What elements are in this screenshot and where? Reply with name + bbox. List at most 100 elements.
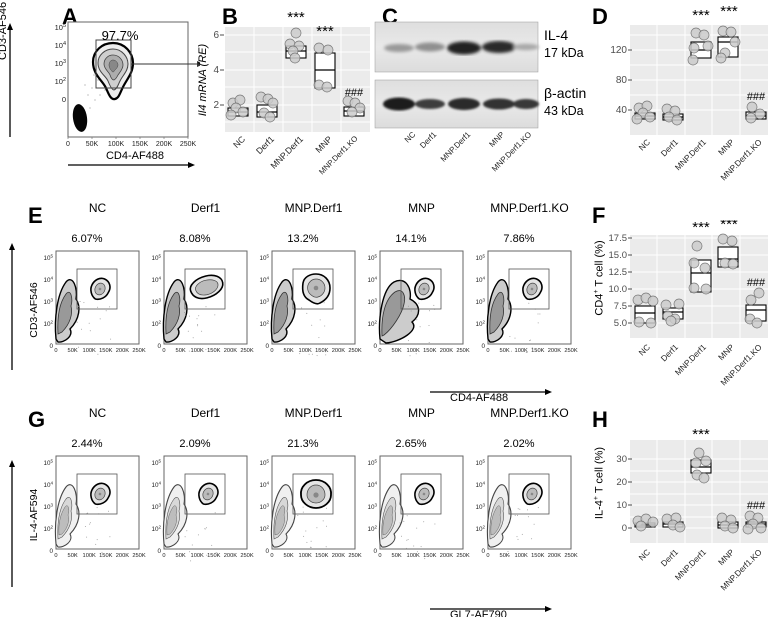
- svg-text:105: 105: [151, 254, 161, 263]
- svg-text:200K: 200K: [332, 553, 345, 559]
- svg-text:6: 6: [213, 30, 219, 41]
- svg-text:0: 0: [373, 343, 377, 350]
- svg-text:50K: 50K: [392, 553, 402, 559]
- svg-text:20: 20: [616, 477, 627, 488]
- svg-text:150K: 150K: [423, 348, 436, 354]
- svg-text:102: 102: [475, 525, 485, 534]
- svg-text:150K: 150K: [99, 553, 112, 559]
- svg-text:104: 104: [43, 481, 53, 490]
- svg-text:102: 102: [55, 77, 66, 86]
- svg-text:102: 102: [43, 525, 53, 534]
- svg-text:200K: 200K: [440, 553, 453, 559]
- svg-text:120: 120: [610, 45, 627, 56]
- svg-text:103: 103: [367, 298, 377, 307]
- svg-text:0: 0: [157, 343, 161, 350]
- svg-text:150K: 150K: [315, 553, 328, 559]
- svg-text:80: 80: [616, 75, 628, 86]
- svg-text:150K: 150K: [207, 348, 220, 354]
- svg-text:4: 4: [213, 65, 219, 76]
- svg-text:50K: 50K: [392, 348, 402, 354]
- svg-text:100K: 100K: [407, 553, 420, 559]
- svg-text:100K: 100K: [83, 553, 96, 559]
- svg-text:105: 105: [43, 459, 53, 468]
- svg-text:###: ###: [747, 277, 766, 289]
- svg-text:103: 103: [367, 503, 377, 512]
- svg-text:***: ***: [692, 426, 710, 443]
- svg-text:104: 104: [259, 481, 269, 490]
- svg-text:200K: 200K: [548, 553, 561, 559]
- svg-text:103: 103: [151, 503, 161, 512]
- svg-text:100K: 100K: [299, 553, 312, 559]
- svg-text:103: 103: [259, 298, 269, 307]
- svg-text:0: 0: [270, 348, 273, 354]
- svg-text:0: 0: [265, 548, 269, 555]
- svg-text:10: 10: [616, 500, 627, 511]
- svg-text:0: 0: [54, 553, 57, 559]
- svg-text:150K: 150K: [423, 553, 436, 559]
- svg-text:50K: 50K: [68, 553, 78, 559]
- svg-text:40: 40: [616, 105, 628, 116]
- svg-text:0: 0: [54, 348, 57, 354]
- svg-text:102: 102: [43, 320, 53, 329]
- svg-text:200K: 200K: [224, 553, 237, 559]
- svg-text:104: 104: [259, 276, 269, 285]
- svg-text:105: 105: [151, 459, 161, 468]
- svg-text:0: 0: [373, 548, 377, 555]
- svg-text:0: 0: [265, 343, 269, 350]
- svg-text:###: ###: [345, 87, 364, 99]
- svg-text:103: 103: [43, 503, 53, 512]
- svg-text:0: 0: [62, 95, 66, 104]
- svg-text:105: 105: [55, 23, 66, 32]
- svg-text:***: ***: [316, 23, 334, 40]
- svg-text:103: 103: [475, 503, 485, 512]
- svg-text:104: 104: [55, 41, 66, 50]
- svg-text:50K: 50K: [68, 348, 78, 354]
- svg-text:0: 0: [162, 348, 165, 354]
- svg-text:50K: 50K: [176, 553, 186, 559]
- svg-text:200K: 200K: [548, 348, 561, 354]
- svg-text:10.0: 10.0: [609, 284, 628, 295]
- svg-text:200K: 200K: [332, 348, 345, 354]
- svg-text:100K: 100K: [83, 348, 96, 354]
- svg-text:103: 103: [43, 298, 53, 307]
- svg-text:2: 2: [213, 100, 219, 111]
- svg-text:102: 102: [367, 320, 377, 329]
- svg-text:***: ***: [692, 7, 710, 24]
- svg-text:###: ###: [747, 91, 766, 103]
- svg-text:200K: 200K: [440, 348, 453, 354]
- svg-text:0: 0: [622, 523, 627, 534]
- svg-text:0: 0: [481, 548, 485, 555]
- svg-text:105: 105: [475, 254, 485, 263]
- svg-text:***: ***: [720, 3, 738, 20]
- svg-text:150K: 150K: [531, 348, 544, 354]
- svg-text:0: 0: [49, 548, 53, 555]
- svg-text:104: 104: [367, 481, 377, 490]
- svg-text:12.5: 12.5: [609, 267, 628, 278]
- svg-text:105: 105: [367, 254, 377, 263]
- svg-text:105: 105: [367, 459, 377, 468]
- svg-text:100K: 100K: [515, 348, 528, 354]
- svg-text:0: 0: [486, 553, 489, 559]
- svg-text:104: 104: [151, 481, 161, 490]
- svg-text:200K: 200K: [116, 348, 129, 354]
- svg-text:0: 0: [378, 348, 381, 354]
- svg-text:***: ***: [720, 220, 738, 233]
- svg-text:103: 103: [259, 503, 269, 512]
- svg-text:150K: 150K: [99, 348, 112, 354]
- svg-text:30: 30: [616, 454, 627, 465]
- svg-text:104: 104: [475, 276, 485, 285]
- svg-text:102: 102: [259, 525, 269, 534]
- svg-text:0: 0: [162, 553, 165, 559]
- svg-text:100K: 100K: [515, 553, 528, 559]
- svg-text:102: 102: [259, 320, 269, 329]
- svg-text:150K: 150K: [531, 553, 544, 559]
- svg-text:***: ***: [287, 9, 305, 26]
- svg-text:100K: 100K: [407, 348, 420, 354]
- svg-text:###: ###: [747, 500, 766, 512]
- svg-text:150K: 150K: [315, 348, 328, 354]
- svg-text:150K: 150K: [132, 141, 149, 148]
- svg-text:250K: 250K: [180, 141, 197, 148]
- svg-text:50K: 50K: [500, 348, 510, 354]
- svg-text:50K: 50K: [176, 348, 186, 354]
- svg-text:0: 0: [486, 348, 489, 354]
